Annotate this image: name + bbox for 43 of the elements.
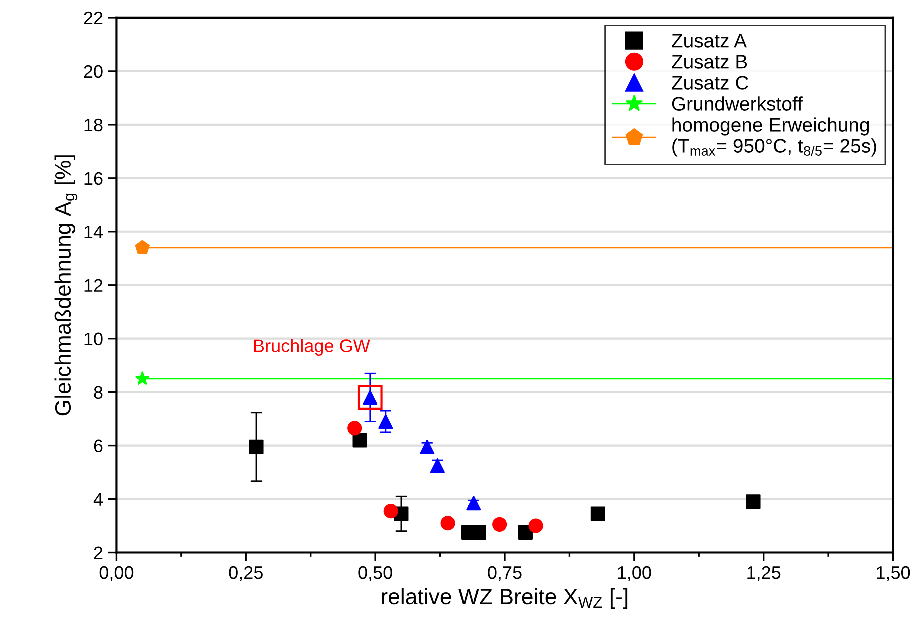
point [378,414,394,430]
y-tick-label: 2 [94,546,103,560]
y-tick-label: 20 [84,65,103,78]
annotation: Bruchlage GW [254,339,370,356]
x-tick-label: 0,00 [100,566,134,582]
legend-label: homogene Erweichung (T$_{max}$= 950°C, t$_{8/5}$= 25s) [672,118,876,157]
point [430,458,445,474]
point [472,525,486,540]
x-tick-label: 1,50 [877,566,910,582]
legend-label: Zusatz A [672,34,748,48]
point [352,433,368,448]
y-tick-label: 22 [84,12,103,25]
point [420,440,435,454]
x-tick-label: 1,25 [748,566,781,582]
y-tick-label: 10 [84,332,103,346]
y-tick-label: 8 [94,386,103,400]
x-axis-title: relative WZ Breite X$_{WZ}$ [-] [382,588,628,610]
point [135,371,150,386]
legend-label: Zusatz B [672,55,748,69]
x-tick-label: 0,75 [488,566,522,582]
x-tick-label: 1,00 [618,566,652,582]
y-tick-label: 4 [94,493,103,506]
point [135,240,150,254]
point [348,421,362,436]
legend-label: Zusatz C [672,76,748,90]
x-tick-label: 0,25 [229,566,263,582]
y-tick-label: 16 [84,172,103,186]
point [249,440,264,454]
y-axis-title: Gleichmaßdehnung A$_{g}$ [%] [54,156,78,416]
point [466,496,482,511]
y-tick-label: 18 [84,118,103,132]
point [590,506,606,522]
legend-label: Grundwerkstoff [672,96,803,111]
y-tick-label: 14 [84,226,103,238]
point [528,518,544,534]
point [440,516,456,531]
x-tick-label: 0,50 [358,566,392,582]
point [746,494,761,510]
point [384,504,398,519]
point [492,517,508,532]
y-tick-label: 12 [84,279,103,292]
point [518,525,533,540]
y-tick-label: 6 [94,440,103,453]
